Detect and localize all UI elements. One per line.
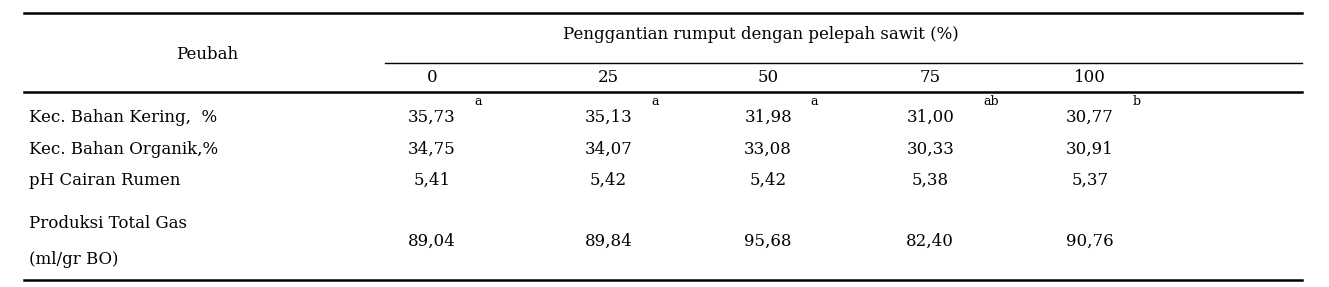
Text: 5,41: 5,41 — [413, 172, 451, 189]
Text: 35,73: 35,73 — [408, 109, 456, 126]
Text: 95,68: 95,68 — [744, 233, 792, 250]
Text: b: b — [1132, 95, 1140, 108]
Text: Penggantian rumput dengan pelepah sawit (%): Penggantian rumput dengan pelepah sawit … — [563, 26, 958, 43]
Text: 33,08: 33,08 — [744, 141, 792, 158]
Text: Peubah: Peubah — [177, 46, 238, 63]
Text: Kec. Bahan Organik,%: Kec. Bahan Organik,% — [29, 141, 218, 158]
Text: Kec. Bahan Kering,  %: Kec. Bahan Kering, % — [29, 109, 218, 126]
Text: 31,98: 31,98 — [744, 109, 792, 126]
Text: a: a — [651, 95, 659, 108]
Text: 0: 0 — [427, 69, 437, 86]
Text: 5,38: 5,38 — [912, 172, 949, 189]
Text: 5,42: 5,42 — [750, 172, 787, 189]
Text: 5,37: 5,37 — [1071, 172, 1108, 189]
Text: 75: 75 — [920, 69, 941, 86]
Text: 30,77: 30,77 — [1066, 109, 1114, 126]
Text: 5,42: 5,42 — [590, 172, 627, 189]
Text: 89,04: 89,04 — [408, 233, 456, 250]
Text: 30,33: 30,33 — [906, 141, 954, 158]
Text: 35,13: 35,13 — [585, 109, 633, 126]
Text: 90,76: 90,76 — [1066, 233, 1114, 250]
Text: 82,40: 82,40 — [906, 233, 954, 250]
Text: ab: ab — [983, 95, 999, 108]
Text: 89,84: 89,84 — [585, 233, 633, 250]
Text: (ml/gr BO): (ml/gr BO) — [29, 251, 118, 268]
Text: 34,07: 34,07 — [585, 141, 633, 158]
Text: 34,75: 34,75 — [408, 141, 456, 158]
Text: 50: 50 — [758, 69, 779, 86]
Text: 25: 25 — [598, 69, 619, 86]
Text: 31,00: 31,00 — [906, 109, 954, 126]
Text: 30,91: 30,91 — [1066, 141, 1114, 158]
Text: a: a — [474, 95, 482, 108]
Text: a: a — [811, 95, 819, 108]
Text: 100: 100 — [1074, 69, 1106, 86]
Text: pH Cairan Rumen: pH Cairan Rumen — [29, 172, 181, 189]
Text: Produksi Total Gas: Produksi Total Gas — [29, 215, 187, 232]
